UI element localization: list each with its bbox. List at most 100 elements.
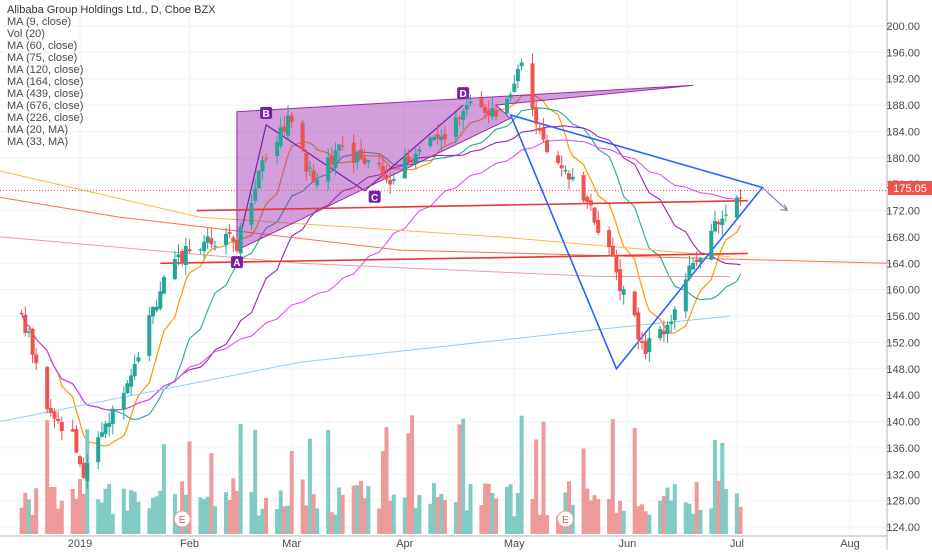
volume-bar: [264, 498, 269, 534]
volume-bar: [515, 493, 520, 534]
candle-body: [494, 110, 498, 117]
indicator-ma-75[interactable]: MA (75, close): [7, 52, 78, 64]
candle-body: [300, 122, 305, 150]
indicator-ma-164[interactable]: MA (164, close): [7, 76, 84, 88]
volume-bar: [709, 508, 714, 534]
volume-bar: [180, 481, 185, 534]
earnings-marker: [556, 510, 574, 528]
candle-body: [713, 220, 717, 232]
volume-bar: [70, 488, 75, 534]
volume-bar: [107, 484, 112, 534]
chart-title: Alibaba Group Holdings Ltd., D, Cboe BZX: [7, 4, 216, 16]
volume-bar: [672, 484, 677, 534]
volume-bar: [238, 424, 243, 534]
candle-body: [559, 165, 564, 169]
candle-body: [136, 357, 141, 362]
last-price-label-bg: [888, 181, 932, 195]
candle-body: [658, 329, 663, 339]
volume-bar: [585, 488, 590, 534]
volume-bar: [640, 504, 644, 534]
candle-body: [158, 291, 163, 309]
volume-bar: [253, 429, 258, 534]
candle-body: [103, 423, 108, 434]
pattern-point-a-bg: [230, 256, 243, 269]
volume-bar: [209, 453, 214, 534]
volume-bar: [432, 483, 436, 534]
volume-bar: [592, 495, 597, 534]
candle-body: [253, 188, 258, 201]
candle-body: [96, 437, 101, 463]
candle-body: [588, 200, 593, 206]
indicator-ma-676[interactable]: MA (676, close): [7, 100, 84, 112]
volume-bar: [519, 415, 524, 534]
volume-bar: [621, 510, 626, 534]
candle-body: [610, 245, 615, 256]
candle-body: [213, 245, 217, 247]
volume-bar: [249, 491, 254, 534]
candle-body: [26, 331, 31, 333]
indicator-ma-226[interactable]: MA (226, close): [7, 112, 84, 124]
volume-bar: [720, 443, 725, 534]
candle-body: [468, 101, 473, 104]
indicator-ma-439[interactable]: MA (439, close): [7, 88, 84, 100]
volume-bar: [260, 508, 265, 534]
volume-bar: [417, 495, 422, 534]
candle-body: [355, 151, 360, 162]
candle-body: [461, 111, 466, 120]
volume-bar: [505, 486, 509, 534]
indicator-ma-120[interactable]: MA (120, close): [7, 64, 84, 76]
volume-bar: [278, 490, 283, 534]
candle-body: [121, 393, 126, 410]
candle-body: [198, 249, 203, 251]
volume-bar: [307, 438, 312, 534]
volume-bar: [337, 487, 342, 534]
candle-body: [453, 117, 458, 137]
volume-bar: [581, 448, 586, 534]
candle-body: [698, 257, 703, 262]
indicator-vol-20[interactable]: Vol (20): [7, 28, 45, 40]
candle-body: [315, 179, 320, 186]
candle-body: [282, 126, 287, 132]
abcd-pattern-line: [236, 104, 464, 251]
candle-body: [377, 162, 382, 165]
candle-body: [278, 127, 283, 146]
indicator-ma-33-ma[interactable]: MA (33, MA): [7, 136, 69, 148]
indicator-ma-60[interactable]: MA (60, close): [7, 40, 78, 52]
pattern-point-b: B: [262, 109, 269, 120]
candle-body: [34, 354, 39, 364]
volume-bar: [391, 494, 396, 534]
candle-body: [534, 107, 539, 125]
candle-body: [683, 279, 688, 312]
candle-body: [231, 237, 236, 242]
volume-bar: [315, 508, 320, 534]
indicator-ma-9[interactable]: MA (9, close): [7, 16, 72, 28]
ma-439-line: [0, 315, 731, 422]
candle-body: [307, 167, 312, 169]
candlesticks: [19, 53, 743, 490]
candle-body: [125, 383, 130, 394]
indicator-ma-20-ma[interactable]: MA (20, MA): [7, 124, 69, 136]
volume-bar: [734, 493, 739, 534]
volume-bar: [26, 499, 31, 534]
candle-body: [384, 175, 389, 180]
volume-bar: [410, 415, 415, 534]
price-tick-label: 136.00: [886, 443, 920, 455]
candle-body: [209, 238, 214, 245]
volume-bar: [508, 484, 513, 534]
volume-bar: [483, 483, 488, 534]
ma-20-line: [21, 107, 741, 420]
ma-120-line: [0, 170, 731, 258]
volume-bar: [151, 497, 155, 534]
candle-body: [180, 250, 185, 264]
candle-body: [359, 149, 363, 160]
price-tick-label: 168.00: [886, 232, 920, 244]
volume-bar: [442, 500, 447, 534]
volume-bar: [81, 494, 86, 534]
candle-body: [110, 408, 115, 424]
candle-body: [85, 463, 90, 481]
candle-body: [647, 338, 652, 353]
price-tick-label: 152.00: [886, 337, 920, 349]
candle-body: [362, 157, 367, 164]
